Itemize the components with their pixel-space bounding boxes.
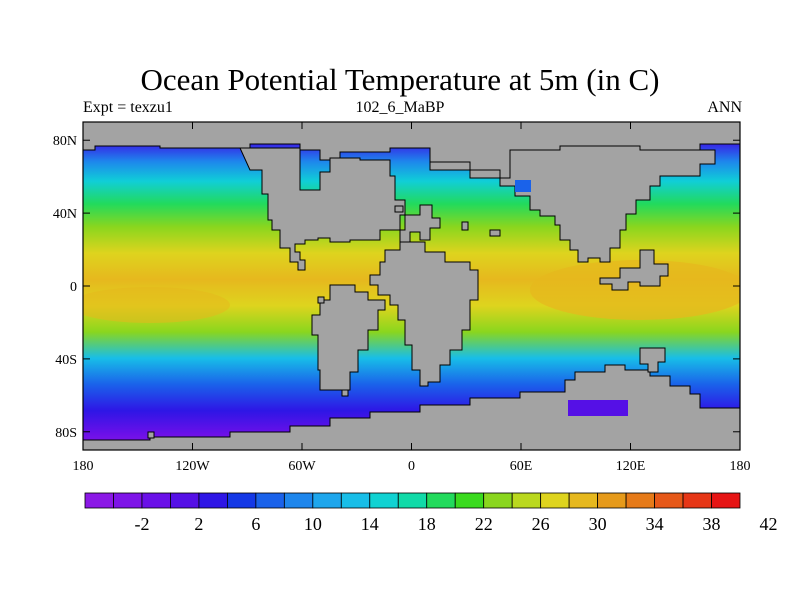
colorbar-box [711,492,741,509]
colorbar-box [84,492,114,509]
eurasia [429,145,716,263]
colorbar-box [312,492,342,509]
colorbar-box [283,492,314,509]
colorbar-label: 2 [194,514,203,534]
antarctic-bay [568,400,628,416]
y-tick-label: 0 [70,280,77,295]
chart-title: Ocean Potential Temperature at 5m (in C) [140,62,660,97]
colorbar-box [426,492,456,509]
south-america [311,284,386,391]
center-string: 102_6_MaBP [355,99,445,116]
colorbar-box [397,492,428,509]
land-masses [83,122,740,450]
colorbar-box [255,492,285,509]
colorbar-box [198,492,228,509]
colorbar-box [654,492,684,509]
x-tick-label: 120E [616,459,646,474]
north-america [239,147,406,271]
colorbar-label: 42 [759,514,777,534]
colorbar-label: 14 [361,514,379,534]
colorbar-label: 18 [418,514,436,534]
colorbar-label: 34 [646,514,664,534]
colorbar-box [682,492,712,509]
colorbar: -2 2 6 10 14 18 22 26 30 34 38 42 [84,492,777,534]
y-tick-label: 40S [55,353,77,368]
colorbar-label: 6 [251,514,260,534]
colorbar-box [540,492,570,509]
x-tick-label: 60W [288,459,316,474]
x-tick-label: 180 [730,459,751,474]
colorbar-box [226,492,257,509]
inland-sea [515,180,531,192]
colorbar-box [597,492,627,509]
right-string: ANN [707,99,742,116]
y-tick-label: 80S [55,426,77,441]
colorbar-box [625,492,655,509]
colorbar-box [113,492,143,509]
colorbar-box [568,492,599,509]
africa [369,241,479,387]
australia [599,249,669,291]
left-string: Expt = texzu1 [83,99,173,116]
colorbar-box [170,492,200,509]
axes: 180 120W 60W 0 60E 120E 180 80N 40N 0 40S 80S [53,122,751,474]
colorbar-box [511,492,542,509]
colorbar-label: 22 [475,514,493,534]
colorbar-label: 30 [589,514,607,534]
y-tick-label: 40N [53,207,77,222]
colorbar-box [483,492,513,509]
x-tick-label: 60E [510,459,533,474]
y-tick-label: 80N [53,134,77,149]
colorbar-box [369,492,399,509]
colorbar-label: -2 [134,514,149,534]
colorbar-box [141,492,171,509]
colorbar-label: 26 [532,514,550,534]
x-tick-label: 0 [408,459,415,474]
antarctic-peninsula [639,347,666,373]
x-tick-label: 180 [73,459,94,474]
colorbar-box [454,492,485,509]
colorbar-label: 10 [304,514,322,534]
colorbar-label: 38 [703,514,721,534]
colorbar-box [340,492,371,509]
x-tick-label: 120W [175,459,210,474]
europe [399,204,441,243]
antarctica [83,364,740,450]
